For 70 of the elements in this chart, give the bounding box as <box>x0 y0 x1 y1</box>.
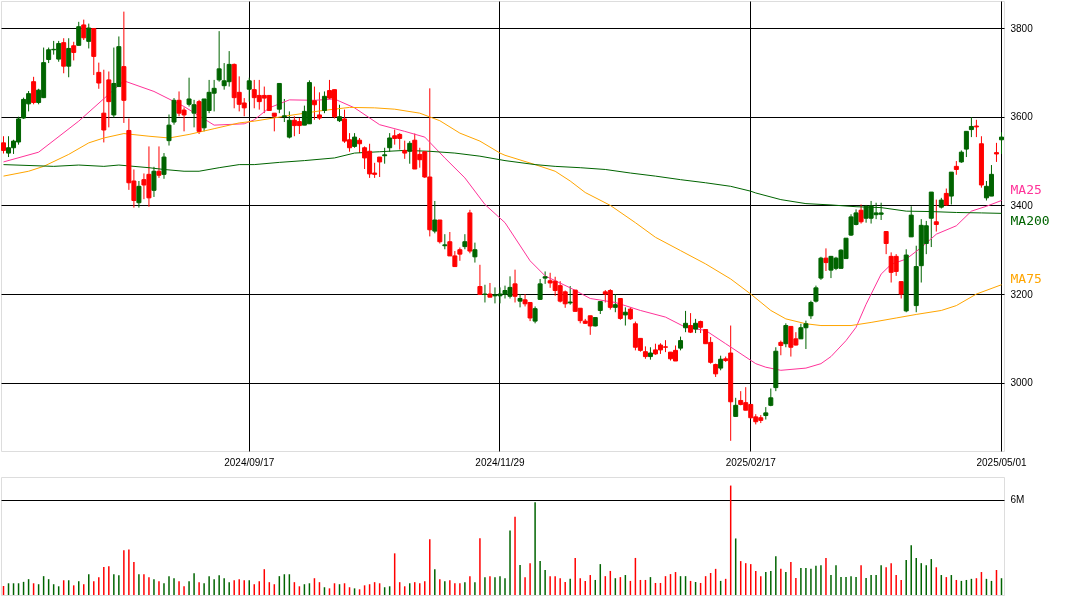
y-tick-label: 3000 <box>1010 377 1034 389</box>
candlestick <box>31 76 37 105</box>
candlestick <box>587 315 593 336</box>
x-tick-label: 2025/02/17 <box>725 456 777 468</box>
candlestick <box>286 110 292 139</box>
x-tick-label: 2025/05/01 <box>976 456 1027 468</box>
candlestick <box>96 62 102 90</box>
candlestick <box>136 180 142 209</box>
candlestick <box>86 23 92 49</box>
candlestick <box>617 297 623 321</box>
candlestick <box>316 91 322 121</box>
candlestick <box>933 199 939 233</box>
candlestick <box>683 310 689 333</box>
candlestick <box>246 77 252 103</box>
y-tick-label: 3400 <box>1010 199 1034 211</box>
candlestick <box>823 247 829 272</box>
candlestick <box>321 90 327 114</box>
y-tick-label: 3600 <box>1010 111 1034 123</box>
candlestick <box>567 285 573 306</box>
series-label: MA75 <box>1010 270 1042 286</box>
candlestick <box>377 156 383 178</box>
candlestick <box>156 145 162 179</box>
candlestick <box>472 242 478 264</box>
candlestick <box>858 204 864 225</box>
candlestick <box>622 306 628 327</box>
candlestick <box>437 219 443 245</box>
candlestick <box>76 21 82 46</box>
candlestick <box>477 264 483 295</box>
candlestick <box>311 86 317 121</box>
candlestick <box>6 135 12 158</box>
candlestick <box>517 293 523 308</box>
candlestick <box>342 109 348 144</box>
candlestick <box>482 284 488 303</box>
candlestick <box>993 142 999 163</box>
candlestick <box>106 70 112 128</box>
series-label: MA200 <box>1010 213 1050 229</box>
candlestick <box>271 112 277 132</box>
candlestick <box>432 200 438 234</box>
candlestick <box>948 171 954 205</box>
candlestick <box>101 69 107 143</box>
candlestick <box>71 41 77 61</box>
candlestick <box>998 131 1004 155</box>
candlestick <box>783 322 789 348</box>
candlestick <box>963 130 969 158</box>
x-tick-label: 2024/11/29 <box>475 456 526 468</box>
x-tick-label: 2024/09/17 <box>224 456 275 468</box>
series-label: MA25 <box>1010 181 1042 197</box>
y-tick-label: 6M <box>1010 494 1025 506</box>
candlestick <box>281 98 287 123</box>
candlestick <box>226 50 232 88</box>
candlestick <box>66 37 72 78</box>
candlestick <box>733 397 739 418</box>
candlestick <box>402 140 408 160</box>
candlestick <box>161 152 167 180</box>
candlestick <box>462 233 468 250</box>
y-tick-label: 3800 <box>1010 22 1034 34</box>
candlestick <box>612 293 618 313</box>
candlestick <box>407 140 413 165</box>
line-series <box>3 80 1002 371</box>
y-tick-label: 3200 <box>1010 288 1034 300</box>
candlestick <box>607 288 613 311</box>
candlestick <box>487 282 493 298</box>
candlestick <box>988 164 994 197</box>
candlestick <box>883 231 889 255</box>
candlestick <box>151 166 157 198</box>
candlestick <box>968 116 974 138</box>
candlestick <box>81 19 87 41</box>
candlestick <box>512 269 518 303</box>
candlestick <box>61 37 67 74</box>
candlestick <box>893 253 899 277</box>
